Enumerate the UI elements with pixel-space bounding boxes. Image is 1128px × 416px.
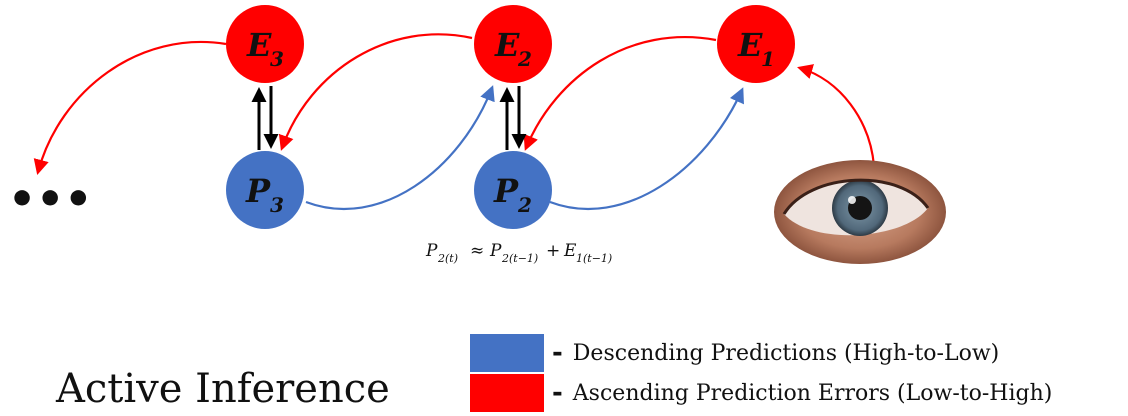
svg-text:+: + [546,241,560,261]
svg-text:3: 3 [270,193,284,217]
ellipsis: ••• [8,174,92,225]
node-p3: P 3 [226,151,304,229]
svg-text:1: 1 [761,47,775,71]
error-arrow-e1-to-p2 [523,35,717,151]
svg-text:2: 2 [517,47,532,71]
svg-text:P: P [245,172,271,210]
error-arrow-eye-to-e1 [797,64,876,167]
svg-text:E: E [563,241,577,261]
error-arrow-e2-to-p3 [278,33,473,151]
legend-item-errors: - Ascending Prediction Errors (Low-to-Hi… [470,374,1052,412]
svg-text:1(t−1): 1(t−1) [576,252,612,265]
svg-text:3: 3 [270,47,284,71]
legend-label-errors: Ascending Prediction Errors (Low-to-High… [572,380,1053,406]
page-title: Active Inference [56,366,390,412]
svg-text:E: E [494,26,520,64]
svg-text:E: E [737,26,763,64]
legend-item-predictions: - Descending Predictions (High-to-Low) [470,334,999,372]
legend-label-predictions: Descending Predictions (High-to-Low) [572,340,1000,366]
node-p2: P 2 [474,151,552,229]
svg-text:≈: ≈ [470,241,484,261]
svg-text:E: E [246,26,272,64]
predictive-coding-diagram: ••• E 3 E 2 E 1 P 3 P 2 P 2(t) ≈ [8,5,946,265]
svg-text:2: 2 [517,193,532,217]
svg-text:2(t): 2(t) [437,252,458,265]
update-formula: P 2(t) ≈ P 2(t−1) + E 1(t−1) [425,241,612,265]
legend-swatch-red [470,374,544,412]
prediction-arrow-p3-to-e2 [305,85,495,211]
legend-dash: - [552,378,563,408]
svg-text:2(t−1): 2(t−1) [501,252,538,265]
prediction-arrow-p2-to-e1 [549,87,744,211]
eye-icon [774,160,946,264]
svg-text:P: P [425,241,438,261]
svg-text:P: P [493,172,519,210]
error-arrow-e3-to-ellipsis [33,40,227,175]
legend-dash: - [552,338,563,368]
node-e3: E 3 [226,5,304,83]
node-e1: E 1 [717,5,795,83]
legend-swatch-blue [470,334,544,372]
node-e2: E 2 [474,5,552,83]
svg-text:P: P [489,241,502,261]
